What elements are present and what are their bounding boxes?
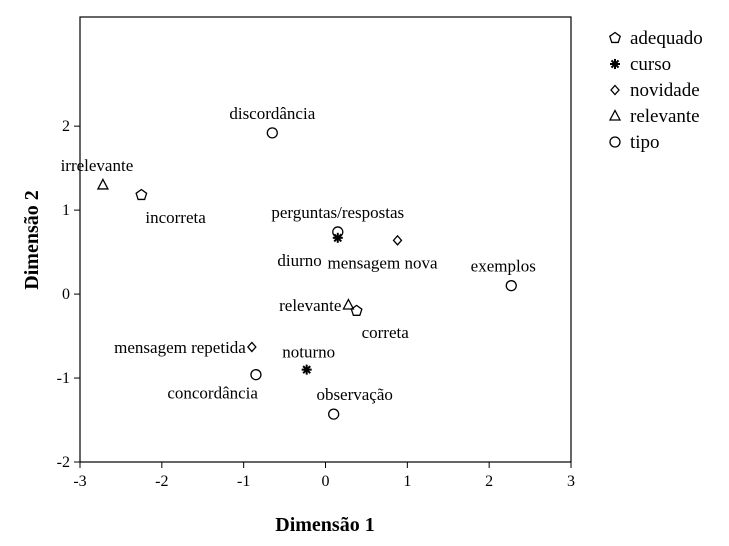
legend-label: novidade bbox=[630, 80, 700, 101]
y-tick-label: 0 bbox=[62, 286, 70, 303]
data-points: incorreta correta diurno noturno mensagem no… bbox=[61, 104, 536, 420]
x-axis-ticks: -3 -2 -1 0 1 2 3 bbox=[73, 462, 575, 490]
x-tick-label: 0 bbox=[322, 473, 330, 490]
legend-label: adequado bbox=[630, 28, 703, 49]
y-tick-label: -1 bbox=[57, 370, 70, 387]
point-label: noturno bbox=[282, 343, 335, 362]
novidade-marker bbox=[246, 341, 257, 353]
tipo-marker bbox=[332, 226, 344, 238]
tipo-marker bbox=[266, 127, 278, 139]
point-label: perguntas/respostas bbox=[271, 203, 404, 222]
x-tick-label: 3 bbox=[567, 473, 575, 490]
legend-relevante-marker bbox=[608, 109, 622, 121]
y-axis-title: Dimensão 2 bbox=[21, 190, 43, 289]
legend-label: relevante bbox=[630, 106, 700, 127]
point-label: exemplos bbox=[471, 257, 536, 276]
relevante-marker bbox=[96, 178, 109, 190]
point-label: diurno bbox=[277, 251, 321, 270]
y-tick-label: 2 bbox=[62, 118, 70, 135]
x-tick-label: -3 bbox=[73, 473, 86, 490]
legend-novidade-marker bbox=[610, 84, 620, 96]
y-tick-label: -2 bbox=[57, 454, 70, 471]
x-tick-label: -1 bbox=[237, 473, 250, 490]
curso-marker bbox=[332, 232, 343, 243]
legend-adequado-marker bbox=[609, 31, 621, 44]
x-tick-label: 2 bbox=[485, 473, 493, 490]
tipo-marker bbox=[250, 369, 262, 381]
legend: adequado curso novidade relevante tipo bbox=[608, 28, 703, 153]
point-label: incorreta bbox=[145, 208, 206, 227]
point-label: observação bbox=[316, 385, 392, 404]
legend-curso-marker bbox=[610, 59, 620, 69]
point-label: mensagem nova bbox=[328, 253, 438, 272]
legend-label: curso bbox=[630, 54, 671, 75]
novidade-marker bbox=[392, 234, 403, 246]
point-label: concordância bbox=[167, 384, 258, 403]
y-axis-ticks: -2 -1 0 1 2 bbox=[57, 118, 80, 471]
point-label: discordância bbox=[229, 104, 315, 123]
point-label: irrelevante bbox=[61, 156, 134, 175]
tipo-marker bbox=[505, 280, 517, 292]
point-label: relevante bbox=[279, 296, 341, 315]
x-tick-label: 1 bbox=[403, 473, 411, 490]
tipo-marker bbox=[328, 408, 340, 420]
y-tick-label: 1 bbox=[62, 202, 70, 219]
legend-label: tipo bbox=[630, 132, 660, 153]
x-tick-label: -2 bbox=[155, 473, 168, 490]
legend-tipo-marker bbox=[609, 136, 621, 148]
x-axis-title: Dimensão 1 bbox=[275, 514, 374, 536]
adequado-marker bbox=[135, 188, 148, 201]
curso-marker bbox=[301, 364, 312, 375]
point-label: mensagem repetida bbox=[114, 338, 246, 357]
relevante-marker bbox=[342, 298, 355, 310]
point-label: correta bbox=[362, 323, 410, 342]
